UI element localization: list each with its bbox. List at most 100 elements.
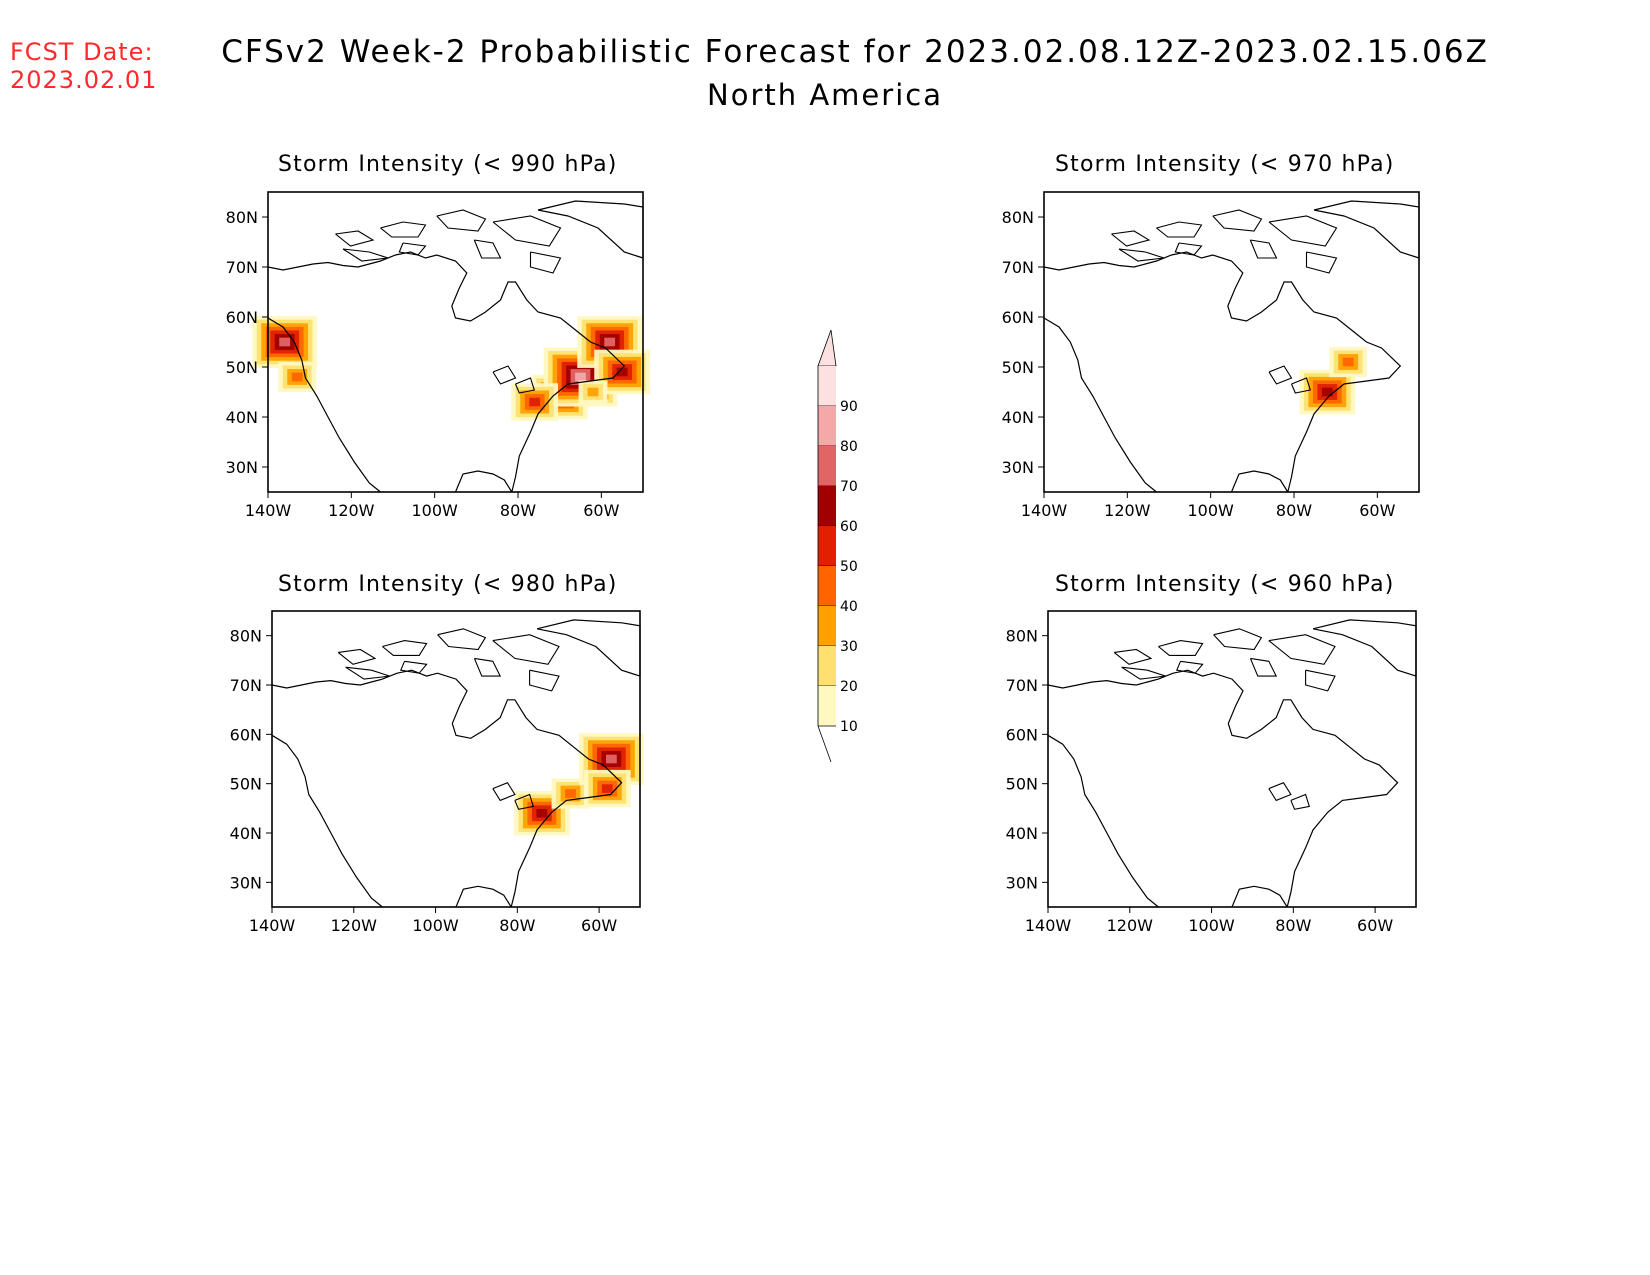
arctic-island xyxy=(492,215,562,247)
lat-tick-label: 60N xyxy=(230,725,262,744)
probability-cell xyxy=(604,337,616,347)
arctic-island xyxy=(382,640,428,656)
colorbar-segment xyxy=(818,606,836,646)
arctic-island xyxy=(1121,666,1166,680)
coastline xyxy=(271,669,623,908)
probability-shading xyxy=(252,316,651,421)
panel-title-970: Storm Intensity (< 970 hPa) xyxy=(1055,152,1395,177)
arctic-island xyxy=(1249,657,1278,677)
lon-tick-label: 140W xyxy=(245,501,292,520)
probability-cell xyxy=(565,789,576,798)
lon-tick-label: 60W xyxy=(1359,501,1395,520)
colorbar-label: 90 xyxy=(840,399,858,415)
lat-tick-label: 50N xyxy=(230,775,262,794)
lon-tick-label: 80W xyxy=(500,501,536,520)
probability-shading xyxy=(1299,346,1368,415)
arctic-island xyxy=(1249,239,1278,259)
coastline-gulf xyxy=(1231,885,1288,908)
lon-tick-label: 120W xyxy=(331,916,378,935)
arctic-island xyxy=(1268,634,1336,665)
colorbar-label: 30 xyxy=(840,639,858,655)
arctic-island xyxy=(345,666,390,680)
colorbar-label: 50 xyxy=(840,559,858,575)
coastline-west xyxy=(1043,317,1157,493)
coastline-gulf xyxy=(454,470,513,493)
arctic-island xyxy=(1305,251,1338,274)
arctic-island xyxy=(492,634,560,665)
lat-tick-label: 80N xyxy=(1002,208,1034,227)
probability-cell xyxy=(616,367,628,377)
colorbar-segment xyxy=(818,406,836,446)
great-lake xyxy=(492,782,516,802)
colorbar-top-arrow xyxy=(817,329,837,367)
lat-tick-label: 70N xyxy=(1006,676,1038,695)
coastline-gulf xyxy=(455,885,512,908)
lat-tick-label: 50N xyxy=(226,358,258,377)
colorbar-segment xyxy=(818,526,836,566)
lat-tick-label: 50N xyxy=(1006,775,1038,794)
probability-colorbar: 90 80 70 60 50 40 30 20 10 xyxy=(817,329,858,763)
probability-cell xyxy=(1321,387,1333,397)
lon-tick-label: 100W xyxy=(1187,501,1234,520)
lat-tick-label: 40N xyxy=(1006,824,1038,843)
probability-cell xyxy=(587,387,599,397)
map-frame xyxy=(1047,610,1417,908)
colorbar-label: 20 xyxy=(840,679,858,695)
arctic-island xyxy=(529,251,562,274)
panel-title-980: Storm Intensity (< 980 hPa) xyxy=(278,572,618,597)
lon-tick-label: 140W xyxy=(249,916,296,935)
lat-tick-label: 70N xyxy=(1002,258,1034,277)
probability-shading xyxy=(513,733,644,836)
panel-title-990: Storm Intensity (< 990 hPa) xyxy=(278,152,618,177)
map-frame xyxy=(1043,191,1420,493)
fcst-date-caption: FCST Date: xyxy=(10,38,154,66)
lat-tick-label: 70N xyxy=(230,676,262,695)
arctic-island xyxy=(335,230,375,247)
arctic-island xyxy=(1174,242,1203,256)
arctic-island xyxy=(1176,660,1204,674)
arctic-island xyxy=(437,628,487,651)
lon-tick-label: 60W xyxy=(581,916,617,935)
probability-cell xyxy=(1342,357,1354,367)
colorbar-bottom-arrow xyxy=(817,725,832,763)
lat-tick-label: 60N xyxy=(1002,308,1034,327)
arctic-island xyxy=(398,242,427,256)
lon-tick-label: 140W xyxy=(1021,501,1068,520)
greenland-outline xyxy=(537,200,644,259)
lat-tick-label: 60N xyxy=(226,308,258,327)
arctic-island xyxy=(436,209,487,232)
colorbar-label: 80 xyxy=(840,439,858,455)
arctic-island xyxy=(400,660,428,674)
fcst-date-value: 2023.02.01 xyxy=(10,66,158,94)
lon-tick-label: 100W xyxy=(1188,916,1235,935)
lon-tick-label: 80W xyxy=(499,916,535,935)
greenland-outline xyxy=(536,619,641,677)
lon-tick-label: 80W xyxy=(1276,501,1312,520)
lon-tick-label: 60W xyxy=(1357,916,1393,935)
lat-tick-label: 80N xyxy=(230,627,262,646)
map-panel-980: 80N 70N 60N 50N 40N 30N 140W 120W 100W 80W 60W xyxy=(230,610,644,935)
map-frame xyxy=(271,610,641,908)
arctic-island xyxy=(473,657,502,677)
arctic-island xyxy=(1268,215,1338,247)
arctic-island xyxy=(1156,221,1203,238)
main-subtitle: North America xyxy=(707,78,943,112)
arctic-island xyxy=(380,221,427,238)
probability-cell xyxy=(291,372,303,382)
lon-tick-label: 120W xyxy=(328,501,375,520)
great-lake xyxy=(1290,377,1312,394)
map-panel-960: 80N 70N 60N 50N 40N 30N 140W 120W 100W 80W 60W xyxy=(1006,610,1417,935)
arctic-island xyxy=(337,648,377,665)
great-lake xyxy=(514,793,535,810)
coastline xyxy=(267,251,626,493)
probability-cell xyxy=(605,754,617,764)
arctic-island xyxy=(529,669,560,692)
probability-cell xyxy=(575,372,586,382)
lat-tick-label: 70N xyxy=(226,258,258,277)
arctic-island xyxy=(1158,640,1204,656)
colorbar-label: 10 xyxy=(840,719,858,735)
lat-tick-label: 40N xyxy=(1002,408,1034,427)
lon-tick-label: 140W xyxy=(1025,916,1072,935)
lat-tick-label: 30N xyxy=(230,873,262,892)
map-panel-990: 80N 70N 60N 50N 40N 30N 140W 120W 100W 80W 60W xyxy=(226,191,651,520)
